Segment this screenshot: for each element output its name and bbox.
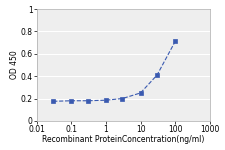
Y-axis label: OD 450: OD 450 [10, 51, 19, 79]
X-axis label: Recombinant ProteinConcentration(ng/ml): Recombinant ProteinConcentration(ng/ml) [42, 135, 205, 144]
